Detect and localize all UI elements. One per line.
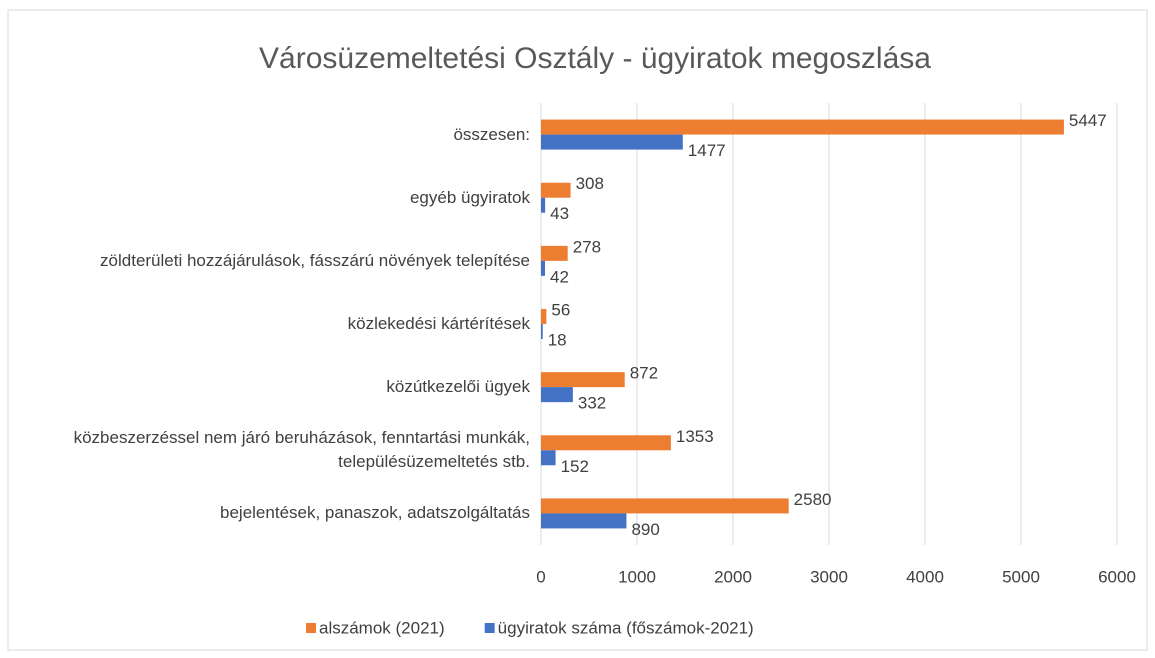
y-tick-label: bejelentések, panaszok, adatszolgáltatás [220,503,530,523]
y-tick-label: közbeszerzéssel nem járó beruházások, fe… [73,428,530,472]
bar [541,134,683,150]
bar [541,309,547,324]
x-tick-label: 3000 [810,567,848,586]
value-label: 1353 [676,427,714,446]
value-label: 18 [548,330,567,349]
bar [541,119,1064,135]
value-label: 278 [573,237,601,256]
value-label: 2580 [794,490,832,509]
bar [541,182,571,198]
bar [541,197,546,213]
bar [541,245,568,261]
x-tick-label: 5000 [1002,567,1040,586]
y-tick-label: egyéb ügyiratok [409,187,530,207]
bar [541,450,556,466]
bar [541,387,573,403]
bar [541,372,625,388]
value-label: 152 [561,457,589,476]
x-tick-label: 4000 [906,567,944,586]
bar [541,260,546,276]
x-tick-label: 6000 [1098,567,1136,586]
legend-label: ügyiratok száma (főszámok-2021) [498,618,754,637]
chart-border [7,9,1148,651]
value-label: 890 [631,520,659,539]
y-tick-label: közlekedési kártérítések [347,314,530,333]
y-tick-label: összesen: [453,124,530,144]
chart-title: Városüzemeltetési Osztály - ügyiratok me… [259,42,931,75]
value-label: 56 [551,300,570,319]
legend-swatch [306,623,316,633]
value-label: 42 [550,267,569,286]
y-tick-label: zöldterületi hozzájárulások, fásszárú nö… [100,250,530,270]
y-tick-label: közútkezelői ügyek [386,377,530,397]
value-label: 308 [576,174,604,193]
value-label: 43 [550,204,569,223]
x-tick-label: 2000 [714,567,752,586]
value-label: 1477 [688,141,726,160]
bar [541,498,789,514]
bar [541,324,543,339]
legend-swatch [484,623,495,633]
value-label: 872 [630,364,658,383]
x-tick-label: 1000 [618,567,656,586]
x-tick-label: 0 [536,567,545,586]
value-label: 332 [578,394,606,413]
value-label: 5447 [1069,111,1107,130]
legend-label: alszámok (2021) [319,618,445,637]
bar [541,435,671,451]
bar [541,513,627,529]
